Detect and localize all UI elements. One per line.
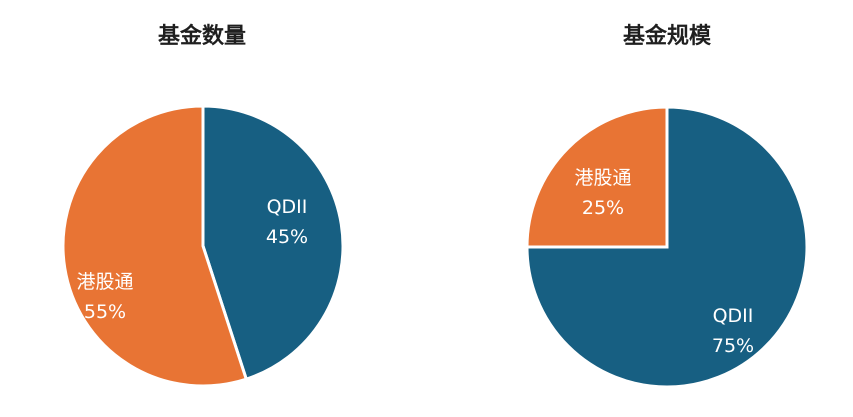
pie2-slice-qdii <box>525 105 809 389</box>
pie1-slice-qdii <box>201 104 345 382</box>
pie2-value-hk-connect: 25% <box>582 197 624 219</box>
pie1-label-hk-connect: 港股通 <box>76 271 133 293</box>
pie2-value-qdii: 75% <box>712 335 754 357</box>
pie2-label-qdii: QDII <box>713 305 754 327</box>
pie1-slice-hk-connect <box>61 104 249 388</box>
pie1-label-qdii: QDII <box>267 196 308 218</box>
chart-title-fund-size: 基金规模 <box>622 24 711 49</box>
pie1-value-hk-connect: 55% <box>84 301 126 323</box>
pie2-slice-hk-connect <box>525 105 669 249</box>
chart-title-fund-count: 基金数量 <box>157 24 246 49</box>
pie2-label-hk-connect: 港股通 <box>574 167 631 189</box>
pie1-value-qdii: 45% <box>266 226 308 248</box>
